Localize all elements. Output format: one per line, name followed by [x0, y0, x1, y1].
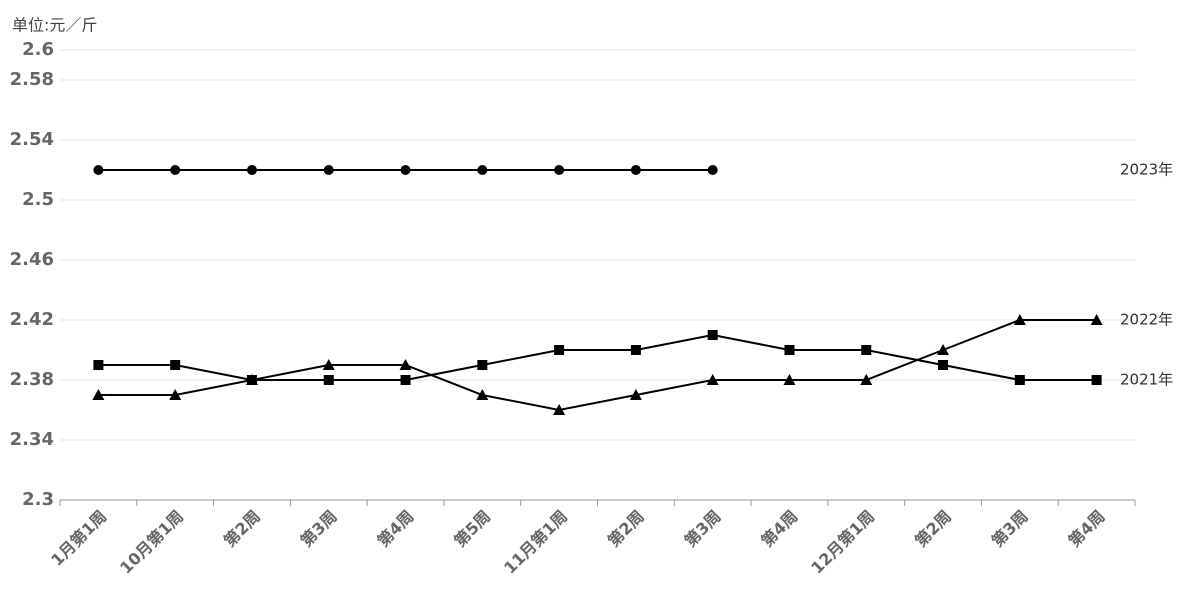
y-tick-label: 2.3 [22, 489, 54, 510]
series-label: 2022年 [1120, 311, 1173, 329]
marker [1013, 314, 1026, 325]
x-tick-label: 第2周 [220, 507, 264, 551]
marker [246, 165, 257, 175]
marker [783, 374, 796, 385]
marker [477, 165, 488, 175]
marker [170, 165, 181, 175]
marker [323, 375, 334, 385]
marker [93, 360, 104, 370]
marker [784, 345, 795, 355]
marker [322, 359, 335, 370]
marker [938, 360, 949, 370]
marker [707, 165, 718, 175]
marker [93, 165, 104, 175]
marker [1014, 375, 1025, 385]
x-tick-label: 第2周 [911, 507, 955, 551]
x-tick-label: 11月第1周 [500, 507, 571, 578]
x-tick-label: 第3周 [297, 507, 341, 551]
y-tick-label: 2.6 [22, 39, 54, 60]
marker [399, 359, 412, 370]
series-label: 2021年 [1120, 371, 1173, 389]
y-tick-label: 2.5 [22, 189, 54, 210]
x-tick-label: 第4周 [374, 507, 418, 551]
y-tick-label: 2.46 [10, 249, 54, 270]
marker [860, 374, 873, 385]
marker [323, 165, 334, 175]
marker [1090, 314, 1103, 325]
series-label: 2023年 [1120, 161, 1173, 179]
marker [554, 165, 565, 175]
marker [630, 345, 641, 355]
x-tick-label: 1月第1周 [47, 507, 110, 570]
x-tick-label: 第3周 [681, 507, 725, 551]
y-tick-label: 2.42 [10, 309, 54, 330]
marker [706, 374, 719, 385]
y-tick-label: 2.38 [10, 369, 54, 390]
x-tick-label: 第4周 [1065, 507, 1109, 551]
marker [937, 344, 950, 355]
marker [477, 360, 488, 370]
marker [707, 330, 718, 340]
x-tick-label: 第3周 [988, 507, 1032, 551]
x-tick-label: 第5周 [450, 507, 494, 551]
marker [861, 345, 872, 355]
marker [629, 389, 642, 400]
marker [92, 389, 105, 400]
y-tick-label: 2.58 [10, 69, 54, 90]
marker [400, 375, 411, 385]
unit-label: 单位:元／斤 [12, 16, 97, 35]
marker [170, 360, 181, 370]
marker [630, 165, 641, 175]
series-line [98, 319, 1097, 412]
y-tick-label: 2.34 [10, 429, 54, 450]
marker [400, 165, 411, 175]
x-tick-label: 12月第1周 [807, 507, 878, 578]
y-tick-label: 2.54 [10, 129, 54, 150]
marker [169, 389, 182, 400]
marker [476, 389, 489, 400]
marker [246, 375, 257, 385]
marker [553, 404, 566, 415]
x-tick-label: 10月第1周 [116, 507, 187, 578]
x-tick-label: 第4周 [758, 507, 802, 551]
marker [554, 345, 565, 355]
marker [1091, 375, 1102, 385]
series-line [98, 333, 1097, 381]
x-tick-label: 第2周 [604, 507, 648, 551]
